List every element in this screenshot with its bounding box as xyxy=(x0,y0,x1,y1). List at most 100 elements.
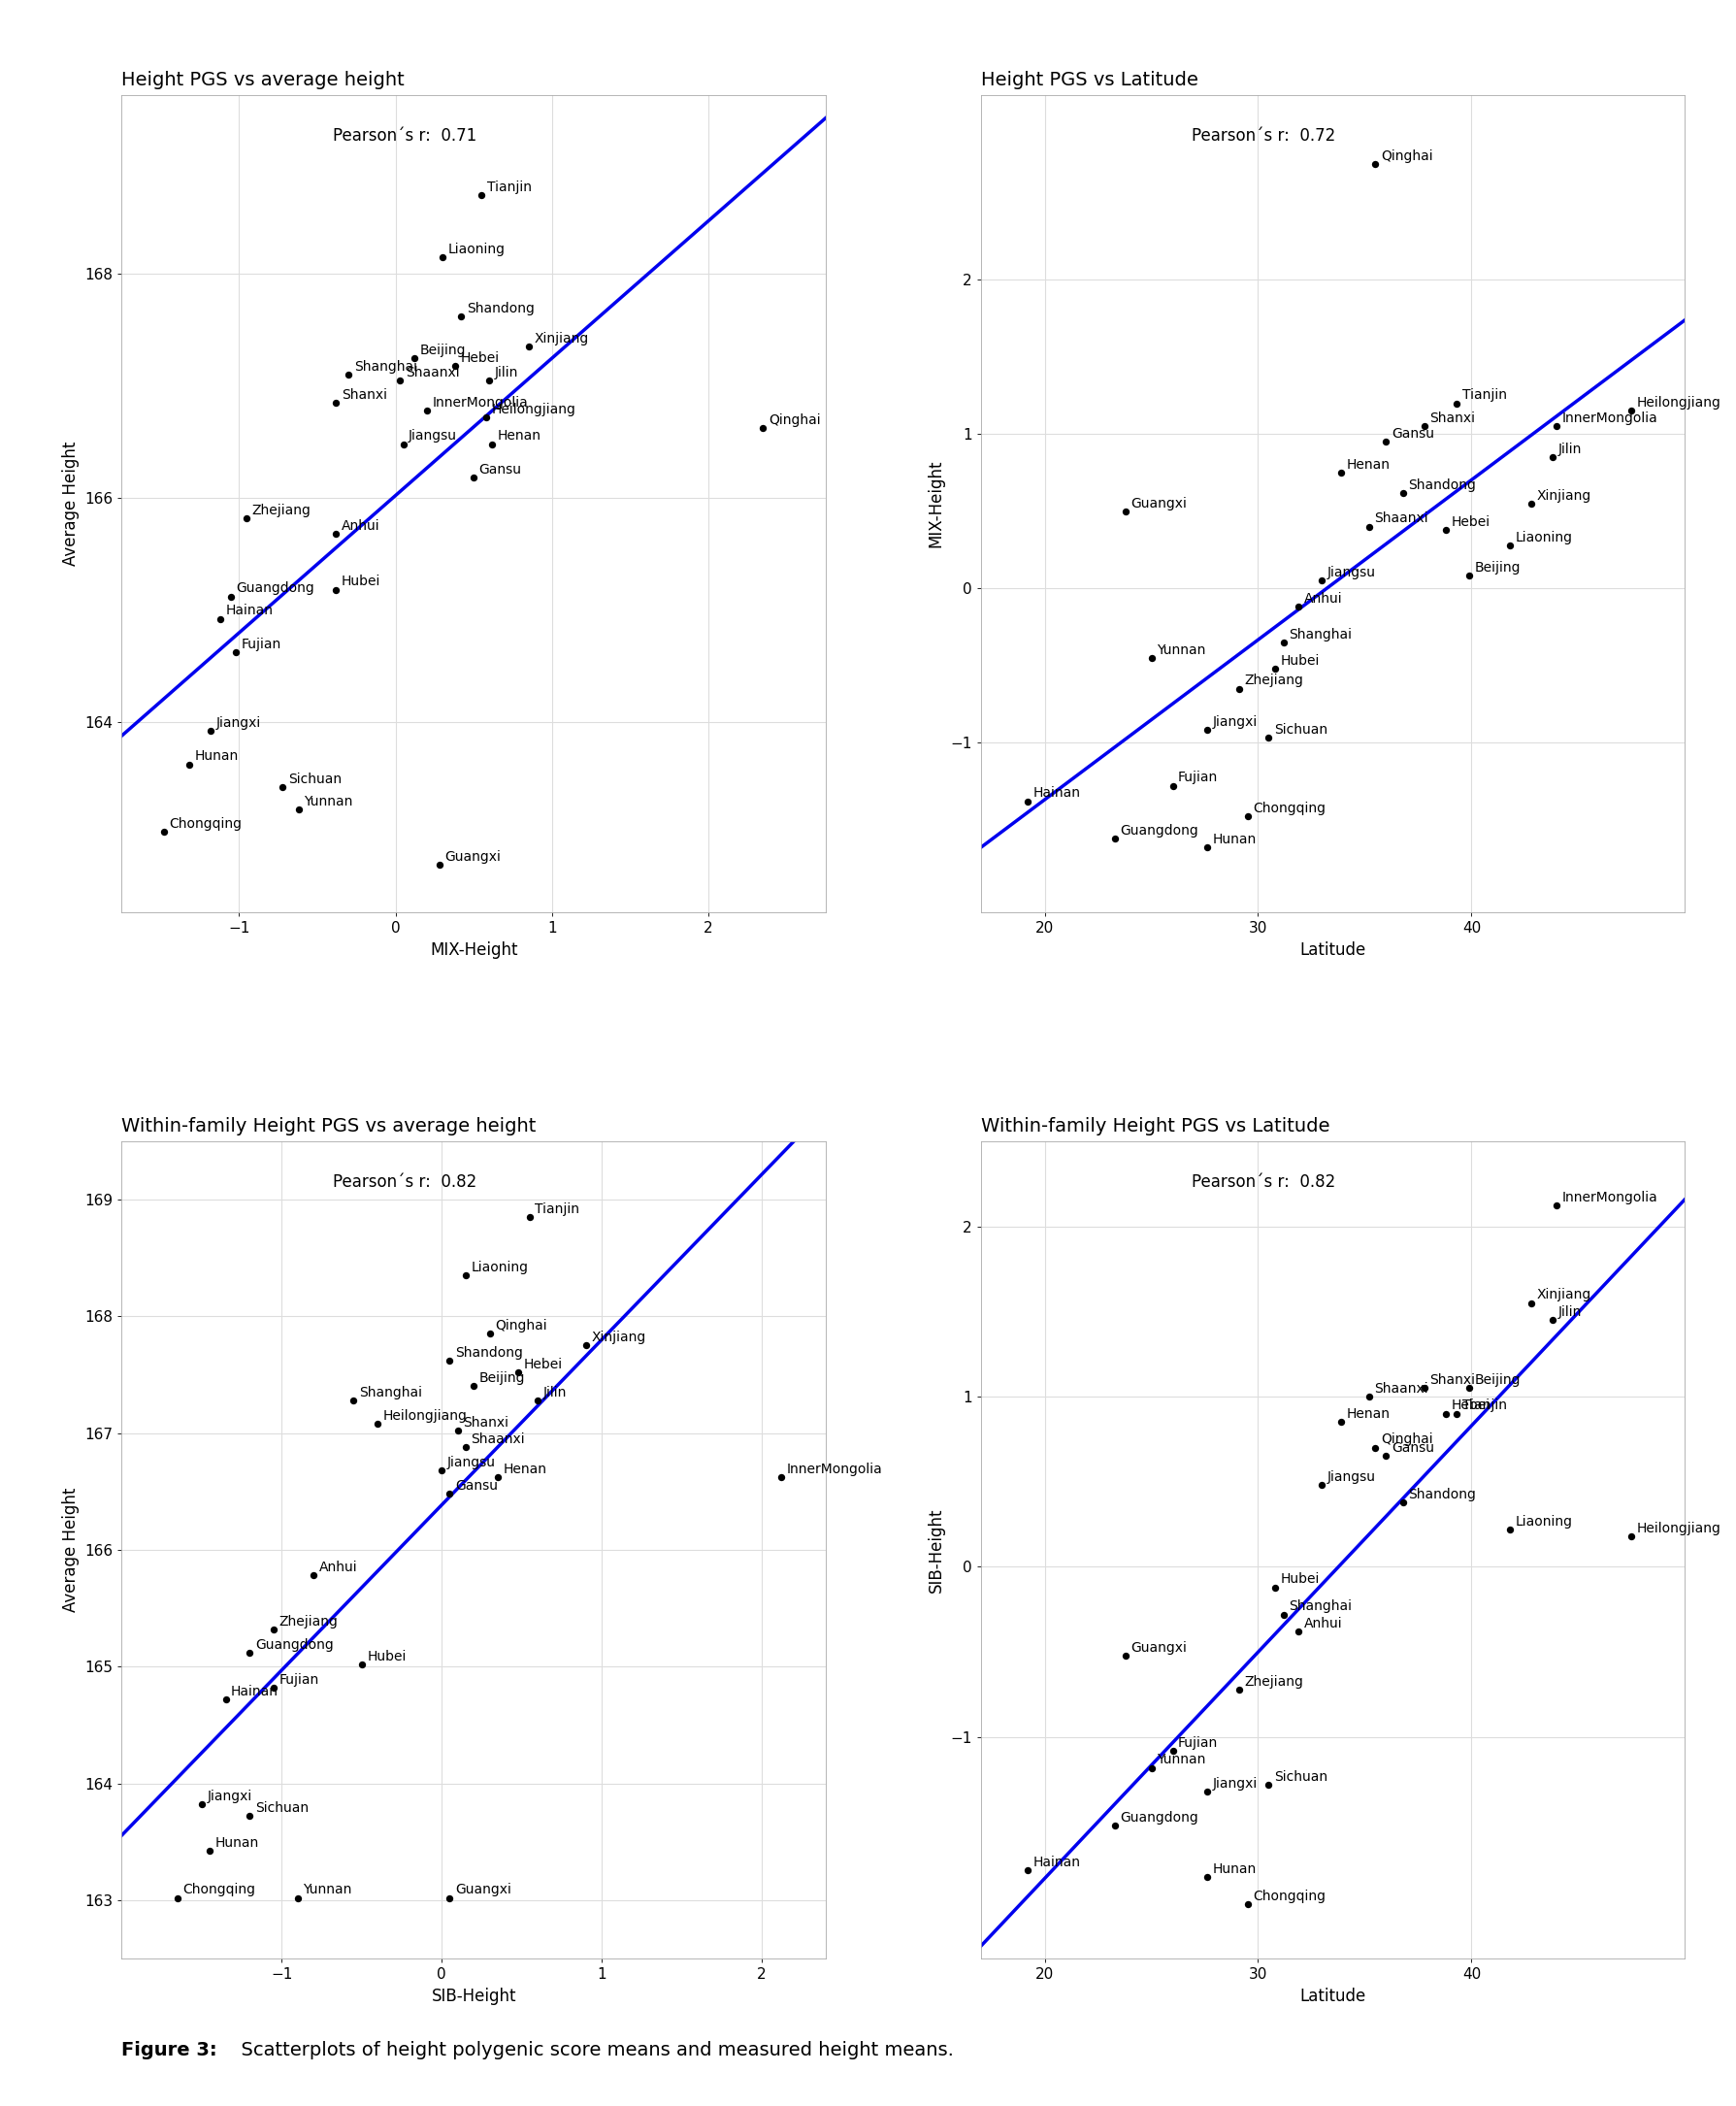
Point xyxy=(1538,440,1566,474)
Point xyxy=(748,411,776,444)
Text: Qinghai: Qinghai xyxy=(1380,150,1432,162)
Text: Guangdong: Guangdong xyxy=(1120,1811,1198,1824)
Text: Zhejiang: Zhejiang xyxy=(1243,1674,1302,1689)
Text: Scatterplots of height polygenic score means and measured height means.: Scatterplots of height polygenic score m… xyxy=(229,2041,953,2060)
Text: Jiangxi: Jiangxi xyxy=(215,716,260,729)
Point xyxy=(429,240,457,274)
Text: Hainan: Hainan xyxy=(1033,786,1080,800)
Text: Yunnan: Yunnan xyxy=(1156,1752,1205,1767)
Point xyxy=(1285,1615,1312,1649)
Text: Beijing: Beijing xyxy=(1474,562,1521,575)
Point xyxy=(1137,640,1165,674)
Text: Xinjiang: Xinjiang xyxy=(1536,489,1590,503)
Text: Tianjin: Tianjin xyxy=(1462,388,1505,402)
Text: Zhejiang: Zhejiang xyxy=(1243,674,1302,687)
X-axis label: Latitude: Latitude xyxy=(1299,1988,1364,2005)
Point xyxy=(217,579,245,613)
Y-axis label: SIB-Height: SIB-Height xyxy=(927,1508,944,1592)
Text: Liaoning: Liaoning xyxy=(1514,1514,1571,1529)
Text: Height PGS vs Latitude: Height PGS vs Latitude xyxy=(981,72,1198,88)
Text: Fujian: Fujian xyxy=(1177,1735,1217,1750)
Text: Jiangsu: Jiangsu xyxy=(408,430,457,442)
Text: Hebei: Hebei xyxy=(524,1358,562,1371)
Point xyxy=(1269,1598,1297,1632)
Text: Jilin: Jilin xyxy=(543,1386,566,1398)
Point xyxy=(1101,1809,1128,1843)
Point xyxy=(1193,714,1220,748)
Text: Shanghai: Shanghai xyxy=(1288,1601,1351,1613)
Point xyxy=(1371,1438,1399,1472)
Text: Jilin: Jilin xyxy=(1557,442,1581,457)
Point xyxy=(187,1788,215,1822)
Text: Fujian: Fujian xyxy=(1177,771,1217,786)
Y-axis label: MIX-Height: MIX-Height xyxy=(927,459,944,548)
Text: Guangxi: Guangxi xyxy=(1130,497,1187,510)
Point xyxy=(476,364,503,398)
Text: Hunan: Hunan xyxy=(194,750,238,762)
Point xyxy=(1307,1468,1335,1502)
Point xyxy=(1354,1379,1382,1413)
Text: Sichuan: Sichuan xyxy=(1274,1771,1326,1784)
Text: Anhui: Anhui xyxy=(1304,592,1342,607)
Text: Jiangxi: Jiangxi xyxy=(1212,1777,1257,1790)
Point xyxy=(222,636,250,670)
Point xyxy=(300,1558,328,1592)
Text: Pearson´s r:  0.82: Pearson´s r: 0.82 xyxy=(333,1173,476,1192)
Text: Shanxi: Shanxi xyxy=(1429,1373,1474,1388)
Point xyxy=(1616,394,1644,428)
Text: Henan: Henan xyxy=(498,430,542,442)
Point xyxy=(436,1881,464,1914)
Text: Figure 3:: Figure 3: xyxy=(122,2041,217,2060)
Point xyxy=(1193,830,1220,863)
X-axis label: Latitude: Latitude xyxy=(1299,941,1364,958)
Point xyxy=(441,350,469,383)
Text: Jilin: Jilin xyxy=(1557,1306,1581,1318)
Text: Fujian: Fujian xyxy=(279,1672,319,1687)
Point xyxy=(524,1384,552,1417)
Point xyxy=(443,1413,470,1447)
Point xyxy=(1371,425,1399,459)
Text: Hubei: Hubei xyxy=(1279,653,1319,668)
Text: Shanxi: Shanxi xyxy=(464,1415,509,1430)
Text: Liaoning: Liaoning xyxy=(470,1261,528,1274)
Point xyxy=(427,1453,455,1487)
X-axis label: MIX-Height: MIX-Height xyxy=(429,941,517,958)
Text: Hebei: Hebei xyxy=(460,352,498,364)
Text: Shaanxi: Shaanxi xyxy=(1373,512,1427,526)
Text: Jiangsu: Jiangsu xyxy=(1326,1470,1375,1485)
Point xyxy=(196,1834,224,1868)
Text: Chongqing: Chongqing xyxy=(1252,802,1325,815)
Text: Hainan: Hainan xyxy=(226,604,273,617)
Point xyxy=(1389,476,1417,510)
Point xyxy=(1101,821,1128,855)
Text: Zhejiang: Zhejiang xyxy=(252,503,311,516)
Point xyxy=(1443,1396,1470,1430)
Point xyxy=(1260,651,1288,684)
Text: Hubei: Hubei xyxy=(342,575,380,588)
Point xyxy=(1326,455,1354,489)
Point xyxy=(1430,1396,1458,1430)
Point xyxy=(1538,1304,1566,1337)
Text: Sichuan: Sichuan xyxy=(1274,722,1326,737)
Text: Xinjiang: Xinjiang xyxy=(590,1331,646,1344)
Point xyxy=(413,394,441,428)
Point xyxy=(321,385,349,419)
Text: Gansu: Gansu xyxy=(455,1478,498,1493)
Point xyxy=(1137,1750,1165,1784)
Text: Tianjin: Tianjin xyxy=(1462,1398,1505,1413)
Point xyxy=(451,1259,479,1293)
Text: Gansu: Gansu xyxy=(1391,428,1434,440)
Point xyxy=(236,1799,264,1832)
Point xyxy=(1193,1775,1220,1809)
Point xyxy=(1224,672,1252,706)
Y-axis label: Average Height: Average Height xyxy=(62,440,80,567)
Text: Shaanxi: Shaanxi xyxy=(404,366,460,379)
Text: Hubei: Hubei xyxy=(1279,1573,1319,1586)
Point xyxy=(1430,514,1458,548)
Point xyxy=(1455,560,1483,594)
Point xyxy=(1361,147,1389,181)
Text: Xinjiang: Xinjiang xyxy=(533,333,589,345)
Point xyxy=(385,364,413,398)
Point xyxy=(460,461,488,495)
Text: Guangdong: Guangdong xyxy=(236,581,314,596)
